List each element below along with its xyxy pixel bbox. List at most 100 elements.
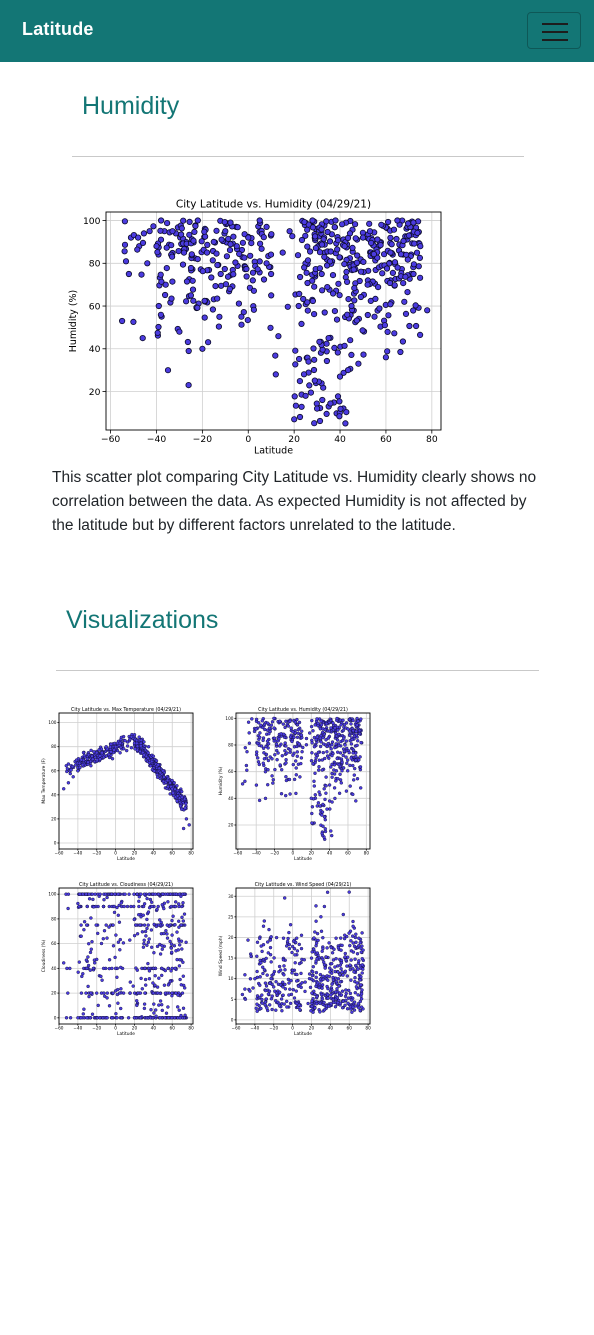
scatter-point — [258, 936, 262, 941]
scatter-point — [295, 717, 299, 722]
scatter-point — [261, 738, 265, 743]
scatter-point — [137, 904, 141, 909]
scatter-point — [155, 323, 162, 331]
scatter-point — [99, 941, 104, 946]
scatter-point — [337, 743, 341, 748]
scatter-point — [168, 792, 172, 796]
scatter-point — [96, 931, 100, 936]
scatter-point — [354, 754, 358, 759]
scatter-point — [417, 243, 424, 250]
scatter-point — [400, 280, 407, 287]
navbar-brand[interactable]: Latitude — [22, 19, 94, 39]
thumbnail-wind-speed[interactable]: −60 −40 −20 0 20 40 60 80 0 5 10 15 20 25 30 City Latit… — [217, 875, 379, 1041]
scatter-point — [301, 218, 308, 226]
scatter-point — [283, 725, 287, 730]
top-navbar: Latitude — [0, 0, 594, 62]
x-tick-label: 40 — [151, 851, 157, 856]
scatter-point — [241, 254, 248, 261]
scatter-point — [334, 956, 338, 961]
scatter-point — [304, 257, 312, 264]
scatter-point — [119, 1016, 124, 1020]
scatter-point — [311, 233, 319, 240]
scatter-point — [111, 923, 115, 927]
scatter-point — [258, 731, 262, 735]
x-tick-label: 20 — [132, 1026, 138, 1031]
scatter-point — [266, 767, 270, 772]
scatter-point — [343, 268, 350, 276]
scatter-point — [406, 322, 413, 330]
scatter-point — [100, 978, 104, 982]
scatter-point — [321, 957, 325, 962]
scatter-point — [263, 981, 268, 985]
scatter-point — [323, 340, 330, 347]
thumbnail-humidity[interactable]: −60 −40 −20 0 20 40 60 80 20 40 60 80 100 City Latitu… — [217, 700, 379, 866]
scatter-point — [178, 231, 185, 238]
scatter-point — [416, 254, 423, 262]
scatter-point — [98, 892, 102, 896]
scatter-point — [359, 992, 364, 996]
scatter-point — [141, 913, 146, 917]
x-tick-label: −60 — [55, 1026, 64, 1031]
scatter-point — [320, 997, 325, 1002]
scatter-point — [164, 1011, 169, 1015]
scatter-point — [255, 1002, 259, 1006]
scatter-point — [278, 983, 283, 987]
scatter-point — [163, 244, 170, 251]
navbar-toggle-button[interactable] — [527, 12, 581, 49]
scatter-point — [291, 753, 295, 757]
scatter-point — [399, 338, 406, 345]
scatter-point — [322, 1000, 326, 1005]
scatter-point — [295, 949, 300, 953]
scatter-point — [315, 931, 320, 936]
scatter-point — [81, 892, 85, 896]
scatter-point — [139, 335, 146, 342]
scatter-point — [351, 728, 355, 733]
scatter-point — [358, 765, 363, 769]
scatter-point — [79, 758, 83, 762]
scatter-point — [299, 733, 304, 737]
scatter-point — [355, 981, 359, 985]
scatter-point — [214, 295, 221, 302]
scatter-point — [266, 721, 270, 725]
scatter-point — [379, 270, 386, 277]
scatter-point — [284, 758, 288, 762]
thumbnail-max-temperature[interactable]: −60 −40 −20 0 20 40 60 80 0 20 40 60 80 100 City Latit… — [40, 700, 202, 866]
scatter-point — [311, 964, 316, 969]
scatter-point — [169, 950, 174, 955]
x-tick-label: −20 — [269, 1026, 278, 1031]
scatter-point — [153, 983, 157, 987]
scatter-point — [105, 936, 109, 940]
scatter-point — [279, 767, 284, 772]
visualizations-title: Visualizations — [66, 606, 219, 634]
scatter-point — [157, 766, 162, 771]
scatter-point — [101, 755, 106, 759]
scatter-point — [309, 724, 314, 729]
scatter-point — [239, 239, 246, 246]
scatter-point — [335, 987, 339, 991]
scatter-point — [384, 348, 391, 355]
scatter-point — [256, 756, 260, 760]
thumbnail-cloudiness[interactable]: −60 −40 −20 0 20 40 60 80 0 20 40 60 80 100 City Latit… — [40, 875, 202, 1041]
scatter-point — [255, 940, 260, 945]
y-tick-label: 20 — [228, 823, 234, 828]
chart-description: This scatter plot comparing City Latitud… — [52, 469, 537, 534]
scatter-point — [215, 323, 222, 330]
scatter-point — [162, 906, 166, 911]
scatter-point — [290, 950, 294, 955]
scatter-point — [313, 992, 317, 997]
scatter-point — [145, 917, 149, 922]
scatter-point — [351, 941, 355, 945]
scatter-point — [264, 956, 268, 961]
scatter-point — [143, 983, 148, 987]
scatter-point — [344, 367, 352, 374]
scatter-point — [344, 991, 348, 996]
scatter-point — [342, 420, 349, 427]
scatter-point — [158, 217, 165, 224]
scatter-point — [304, 243, 311, 250]
scatter-point — [350, 737, 354, 742]
scatter-point — [290, 739, 294, 744]
scatter-point — [128, 938, 132, 942]
scatter-point — [324, 791, 328, 795]
y-tick-label: 0 — [54, 841, 57, 846]
scatter-point — [263, 223, 270, 231]
